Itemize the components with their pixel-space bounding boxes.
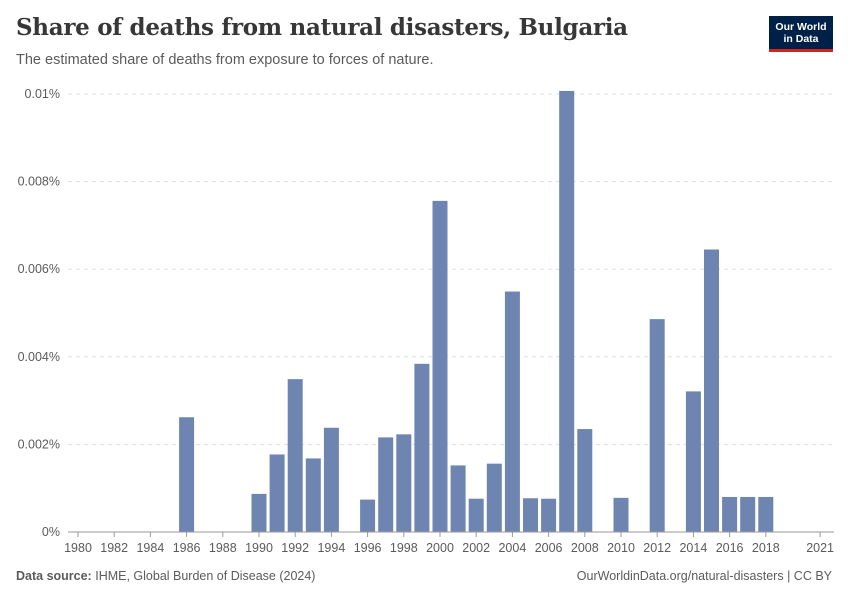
x-tick-label: 1988 [209,541,237,555]
bar-2017[interactable] [740,496,756,532]
x-tick-label: 1986 [173,541,201,555]
bar-2016[interactable] [722,496,738,532]
bar-2018[interactable] [758,496,774,532]
y-tick-label: 0.006% [18,262,60,276]
x-tick-label: 2012 [643,541,671,555]
data-source-label: Data source: [16,569,92,583]
bar-1993[interactable] [305,458,321,532]
bar-2004[interactable] [504,291,520,532]
x-tick-label: 2008 [571,541,599,555]
bar-2010[interactable] [613,497,629,532]
bar-2000[interactable] [432,200,448,532]
bar-2003[interactable] [486,463,502,532]
x-tick-label: 1990 [245,541,273,555]
bar-1992[interactable] [287,379,303,532]
y-tick-label: 0.004% [18,350,60,364]
bar-2007[interactable] [559,90,575,533]
x-tick-label: 1984 [136,541,164,555]
x-tick-label: 2000 [426,541,454,555]
source-link[interactable]: OurWorldinData.org/natural-disasters | C… [576,569,832,583]
chart-subtitle: The estimated share of deaths from expos… [16,52,434,68]
x-tick-label: 1998 [390,541,418,555]
x-tick-label: 1996 [354,541,382,555]
bar-1994[interactable] [323,427,339,532]
bar-2005[interactable] [523,498,538,532]
bar-1991[interactable] [269,454,285,532]
chart-title: Share of deaths from natural disasters, … [16,14,628,41]
y-tick-label: 0.008% [18,175,60,189]
x-tick-label: 2002 [462,541,490,555]
bar-2014[interactable] [685,391,701,532]
bar-2008[interactable] [577,429,593,532]
x-tick-label: 2006 [535,541,563,555]
bar-1997[interactable] [378,437,394,532]
bar-2012[interactable] [649,319,665,532]
bar-2002[interactable] [468,498,484,532]
owid-logo[interactable]: Our World in Data [769,16,833,52]
data-source: Data source: IHME, Global Burden of Dise… [16,569,315,583]
x-tick-label: 2010 [607,541,635,555]
bar-1999[interactable] [414,363,430,532]
bar-1986[interactable] [179,417,195,532]
y-tick-label: 0% [42,525,60,539]
x-tick-label: 1992 [281,541,309,555]
x-tick-label: 2016 [716,541,744,555]
logo-line-1: Our World [775,21,827,33]
x-axis: 1980 1982 1984 1986 1988 1990 1992 1994 1996 1998… [64,531,834,555]
bar-1990[interactable] [251,493,267,532]
x-tick-label: 2014 [679,541,707,555]
x-tick-label: 1994 [317,541,345,555]
x-tick-label: 1980 [64,541,92,555]
bar-1998[interactable] [396,434,412,532]
gridlines [68,93,834,445]
bar-1996[interactable] [360,499,376,532]
bar-2001[interactable] [450,465,466,532]
bar-2006[interactable] [541,498,557,532]
y-tick-label: 0.01% [25,87,60,101]
x-tick-label: 2018 [752,541,780,555]
data-source-text: IHME, Global Burden of Disease (2024) [95,569,316,583]
logo-line-2: in Data [783,33,819,45]
bar-2015[interactable] [704,249,719,533]
x-tick-label: 1982 [100,541,128,555]
y-axis-labels: 0% 0.002% 0.004% 0.006% 0.008% 0.01% [18,87,60,539]
x-tick-label: 2004 [498,541,526,555]
y-tick-label: 0.002% [18,437,60,451]
x-tick-label: 2021 [806,541,834,555]
bars [179,90,774,533]
